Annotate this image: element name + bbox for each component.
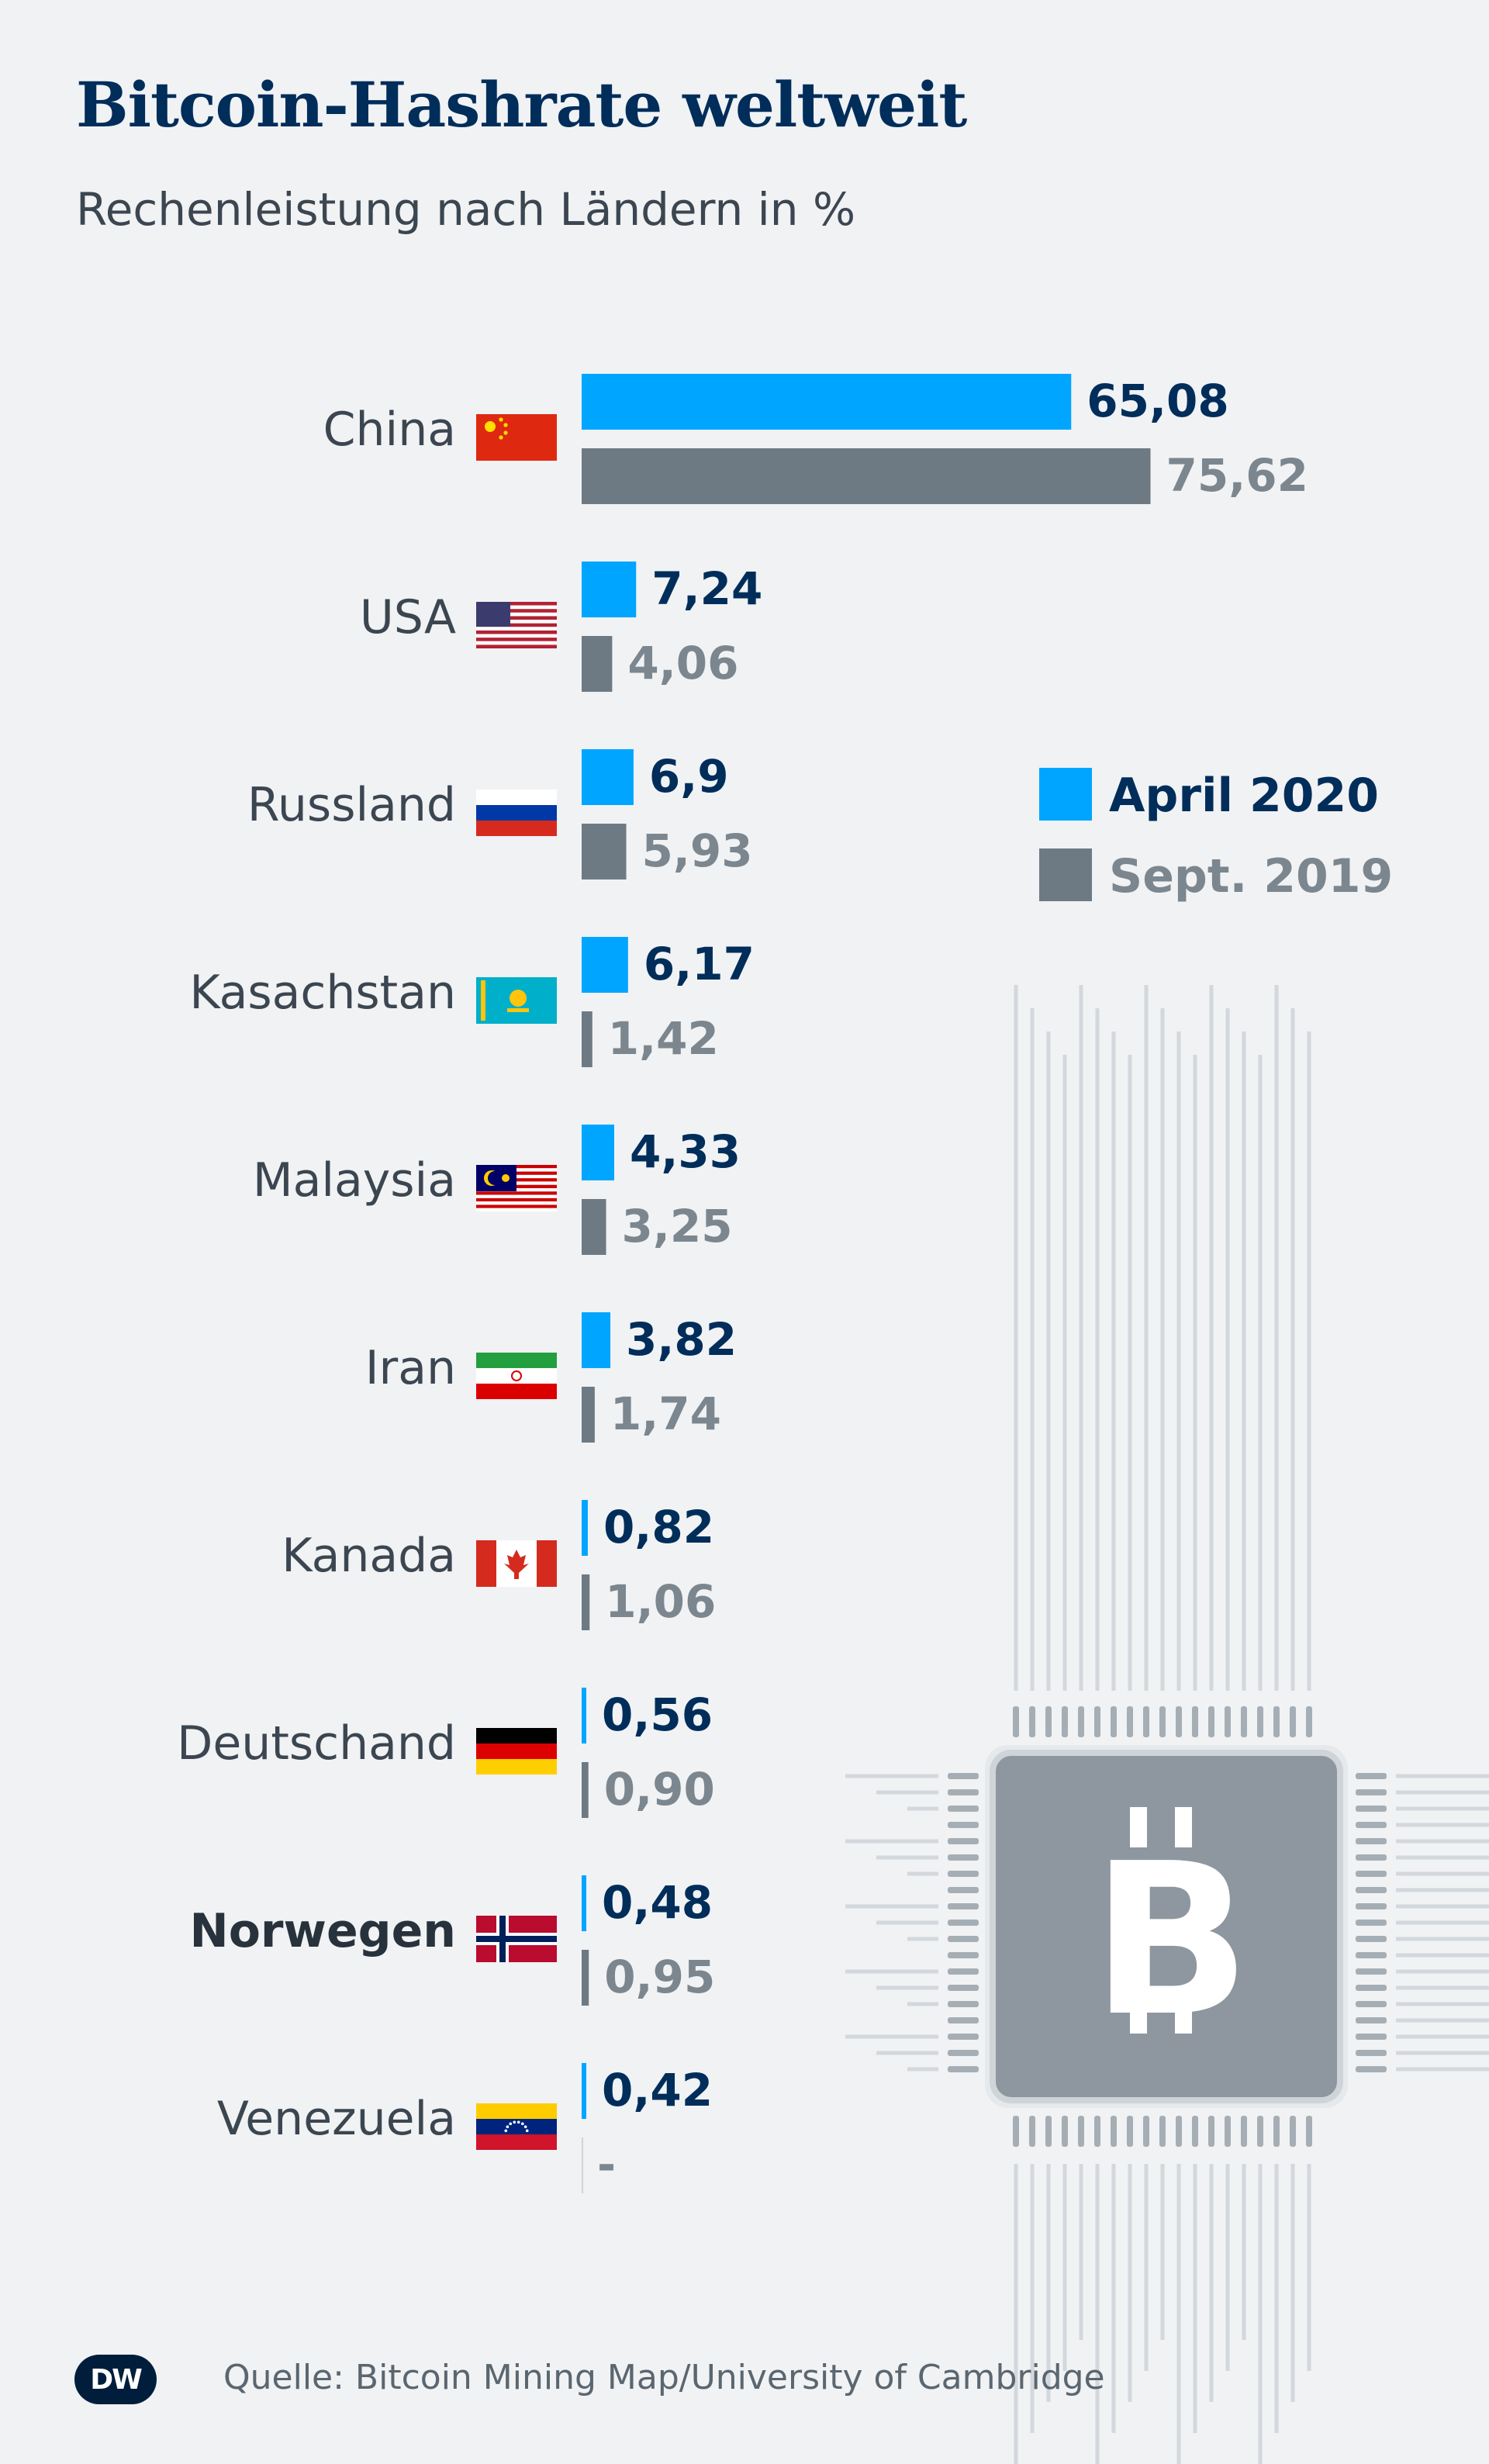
value-label-april-2020: 0,42 (602, 2064, 713, 2117)
svg-text:B: B (1091, 1818, 1251, 2062)
bar-sept-2019 (582, 1199, 606, 1255)
bar-april-2020 (582, 2063, 586, 2119)
legend-label-april-2020: April 2020 (1109, 769, 1379, 823)
flag-russia-icon (476, 790, 557, 836)
bar-sept-2019 (582, 1574, 590, 1630)
value-label-sept-2019: 3,25 (622, 1200, 733, 1253)
bar-sept-2019 (582, 1950, 589, 2006)
value-label-april-2020: 0,56 (602, 1688, 713, 1741)
flag-kazakhstan-icon (476, 977, 557, 1024)
legend-swatch-sept-2019 (1039, 848, 1092, 901)
value-label-sept-2019: 0,95 (604, 1951, 715, 2003)
country-label: China (323, 403, 456, 457)
bitcoin-icon: B (1091, 1807, 1251, 2062)
country-row: Kanada 0,82 1,06 (282, 1500, 716, 1630)
country-row: China 65,08 75,62 (323, 374, 1308, 504)
bar-april-2020 (582, 1125, 615, 1180)
country-label: Russland (247, 778, 456, 832)
country-label: Norwegen (189, 1904, 456, 1958)
bar-april-2020 (582, 937, 628, 993)
bar-sept-2019 (582, 1387, 595, 1443)
country-label: Deutschand (177, 1716, 456, 1771)
country-label: Iran (365, 1341, 456, 1395)
flag-iran-icon (476, 1353, 557, 1399)
chart-title: Bitcoin-Hashrate weltweit (76, 68, 967, 141)
value-label-sept-2019: 5,93 (642, 824, 753, 877)
country-row: Deutschand 0,56 0,90 (177, 1688, 715, 1818)
legend-label-sept-2019: Sept. 2019 (1109, 849, 1393, 904)
value-label-sept-2019: - (597, 2138, 616, 2191)
bar-sept-2019-empty (582, 2137, 583, 2193)
country-label: USA (360, 590, 456, 645)
flag-venezuela-icon (476, 2103, 557, 2150)
bar-april-2020 (582, 1875, 586, 1931)
value-label-april-2020: 6,17 (644, 938, 755, 990)
value-label-april-2020: 7,24 (651, 562, 762, 615)
bar-sept-2019 (582, 636, 613, 692)
bar-april-2020 (582, 1688, 586, 1743)
flag-germany-icon (476, 1728, 557, 1775)
country-row: Iran 3,82 1,74 (365, 1312, 737, 1443)
bar-sept-2019 (582, 1762, 589, 1818)
country-row: Malaysia 4,33 3,25 (253, 1125, 741, 1255)
value-label-sept-2019: 0,90 (604, 1763, 715, 1816)
value-label-sept-2019: 1,42 (608, 1012, 719, 1065)
value-label-sept-2019: 1,74 (610, 1388, 721, 1440)
value-label-april-2020: 4,33 (630, 1125, 741, 1178)
dw-logo-text: DW (90, 2363, 143, 2396)
flag-usa-icon (476, 602, 557, 648)
country-label: Kasachstan (189, 966, 456, 1020)
country-row: Russland 6,9 5,93 (247, 749, 753, 880)
bar-april-2020 (582, 374, 1072, 430)
bar-april-2020 (582, 1312, 611, 1368)
value-label-april-2020: 0,48 (602, 1876, 713, 1929)
value-label-april-2020: 0,82 (603, 1501, 714, 1553)
dw-logo: DW (74, 2355, 157, 2404)
country-row: USA 7,24 4,06 (360, 562, 762, 692)
bitcoin-chip-illustration: B (845, 985, 1489, 2464)
country-label: Kanada (282, 1529, 456, 1583)
flag-malaysia-icon (476, 1165, 557, 1211)
value-label-sept-2019: 1,06 (605, 1575, 716, 1628)
value-label-april-2020: 3,82 (626, 1313, 737, 1366)
flag-china-icon (476, 414, 557, 461)
legend-swatch-april-2020 (1039, 768, 1092, 821)
legend: April 2020 Sept. 2019 (1039, 768, 1393, 904)
value-label-april-2020: 65,08 (1087, 375, 1228, 427)
country-row: Norwegen 0,48 0,95 (189, 1875, 715, 2006)
country-label: Malaysia (253, 1153, 456, 1208)
value-label-april-2020: 6,9 (649, 750, 729, 803)
flag-norway-icon (476, 1916, 557, 1962)
country-row: Venezuela 0,42 - (217, 2063, 713, 2193)
value-label-sept-2019: 4,06 (627, 637, 738, 689)
value-label-sept-2019: 75,62 (1166, 449, 1308, 502)
bar-sept-2019 (582, 1011, 592, 1067)
bar-sept-2019 (582, 448, 1151, 504)
bar-april-2020 (582, 749, 634, 805)
source-note: Quelle: Bitcoin Mining Map/University of… (223, 2358, 1105, 2397)
country-label: Venezuela (217, 2092, 456, 2146)
bar-sept-2019 (582, 824, 627, 880)
bar-april-2020 (582, 1500, 588, 1556)
chart-subtitle: Rechenleistung nach Ländern in % (76, 183, 856, 236)
country-row: Kasachstan 6,17 1,42 (189, 937, 755, 1067)
flag-canada-icon (476, 1540, 557, 1587)
bar-april-2020 (582, 562, 637, 617)
